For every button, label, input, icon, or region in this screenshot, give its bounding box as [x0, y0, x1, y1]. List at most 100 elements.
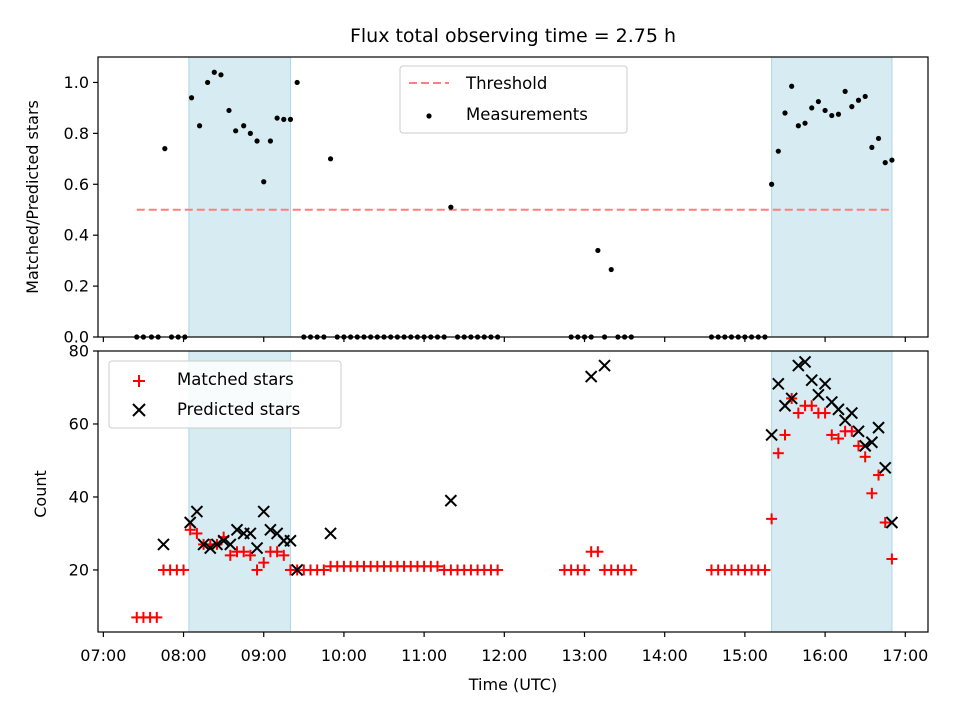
- matched-star-point: [625, 564, 637, 576]
- matched-star-point: [278, 549, 290, 561]
- measurement-point: [267, 138, 274, 144]
- measurement-point: [247, 130, 253, 136]
- measurement-point: [829, 112, 835, 119]
- measurement-point: [241, 123, 247, 129]
- matched-star-point: [879, 517, 891, 529]
- matched-star-point: [766, 513, 778, 525]
- measurement-point: [287, 116, 294, 122]
- predicted-star-point: [798, 355, 812, 369]
- measurement-point: [261, 179, 267, 185]
- measurement-point: [327, 156, 334, 162]
- matched-star-point: [873, 469, 885, 481]
- measurement-point: [869, 144, 875, 150]
- top-y-tick-label: 0.0: [64, 328, 89, 347]
- measurement-point: [809, 105, 815, 111]
- matched-star-point: [772, 447, 784, 459]
- predicted-star-point: [865, 436, 879, 449]
- matched-star-point: [271, 546, 283, 558]
- measurement-point: [218, 72, 224, 78]
- predicted-star-point: [290, 563, 304, 577]
- x-tick-label: 08:00: [160, 646, 206, 665]
- measurement-point: [608, 266, 614, 273]
- legend-threshold-label: Threshold: [465, 74, 547, 93]
- bottom-x-axis: 07:00 08:00 09:00 10:00 11:00 12:00 13:00 14:00…: [80, 632, 928, 665]
- matched-star-point: [318, 564, 330, 576]
- predicted-star-point: [197, 538, 210, 551]
- matched-star-point: [178, 564, 190, 576]
- x-tick-label: 16:00: [802, 646, 848, 665]
- predicted-star-point: [598, 359, 611, 372]
- shaded-interval: [771, 350, 893, 633]
- matched-star-point: [859, 451, 871, 463]
- bottom-legend: Matched stars Predicted stars: [108, 360, 342, 429]
- measurement-point: [822, 107, 828, 114]
- legend-predicted-label: Predicted stars: [177, 400, 300, 419]
- measurement-point: [835, 111, 842, 117]
- chart-title: Flux total observing time = 2.75 h: [350, 25, 676, 47]
- predicted-star-point: [765, 428, 778, 442]
- matched-star-point: [224, 549, 236, 561]
- shaded-interval: [188, 56, 291, 338]
- measurement-point: [448, 204, 454, 210]
- x-tick-label: 09:00: [241, 646, 287, 665]
- top-legend: Threshold Measurements: [399, 65, 628, 134]
- measurement-point: [281, 116, 287, 122]
- measurement-point: [875, 135, 882, 142]
- x-tick-label: 12:00: [481, 646, 527, 665]
- matched-star-point: [832, 433, 844, 445]
- bottom-panel: 20 40 60 80 07:00 08:00 09:00 10:00 11:00 12:00 1…: [31, 342, 929, 694]
- predicted-star-point: [157, 538, 170, 551]
- x-tick-label: 10:00: [321, 646, 367, 665]
- matched-star-point: [792, 407, 804, 419]
- top-y-tick-label: 1.0: [64, 73, 89, 92]
- legend-measurements-label: Measurements: [466, 105, 588, 124]
- measurement-point: [782, 110, 788, 116]
- predicted-star-point: [217, 534, 230, 547]
- top-y-tick-label: 0.8: [64, 124, 89, 143]
- predicted-star-point: [845, 406, 859, 420]
- measurement-point: [226, 107, 232, 114]
- predicted-star-point: [852, 425, 865, 438]
- predicted-star-point: [818, 377, 832, 391]
- measurement-point: [862, 93, 868, 100]
- predicted-star-point: [872, 421, 885, 434]
- measurement-point: [889, 157, 895, 163]
- predicted-star-point: [832, 403, 845, 416]
- matched-star-point: [431, 560, 443, 572]
- measurement-point: [274, 115, 280, 121]
- measurement-point: [815, 98, 822, 105]
- legend-predicted-swatch: [132, 403, 146, 417]
- bottom-y-axis: 20 40 60 80: [69, 342, 98, 579]
- bottom-y-tick-label: 20: [69, 560, 89, 579]
- measurement-point: [802, 120, 808, 126]
- matched-stars-series: [131, 392, 898, 623]
- legend-matched-swatch: [133, 375, 145, 387]
- x-tick-label: 11:00: [401, 646, 447, 665]
- measurement-point: [188, 95, 195, 101]
- matched-star-point: [184, 524, 196, 536]
- predicted-star-point: [444, 494, 458, 507]
- x-tick-label: 14:00: [642, 646, 688, 665]
- predicted-star-point: [224, 538, 237, 551]
- predicted-star-point: [190, 505, 204, 518]
- matched-star-point: [258, 557, 270, 569]
- measurement-point: [849, 104, 855, 110]
- top-y-axis: 0.0 0.2 0.4 0.6 0.8 1.0: [64, 73, 98, 347]
- top-y-tick-label: 0.4: [64, 226, 89, 245]
- x-axis-label: Time (UTC): [468, 675, 557, 694]
- matched-star-point: [819, 407, 831, 419]
- top-y-tick-label: 0.6: [64, 175, 89, 194]
- matched-star-point: [251, 564, 263, 576]
- predicted-star-point: [812, 388, 825, 401]
- matched-star-point: [846, 425, 858, 437]
- measurement-point: [196, 123, 203, 129]
- x-tick-label: 13:00: [561, 646, 607, 665]
- measurement-point: [789, 83, 795, 89]
- measurement-point: [233, 128, 239, 134]
- predicted-star-point: [805, 373, 818, 387]
- matched-star-point: [886, 553, 898, 565]
- legend-measurements-swatch: [426, 113, 432, 119]
- measurement-point: [595, 247, 601, 254]
- legend-matched-label: Matched stars: [177, 370, 294, 389]
- top-panel: 0.0 0.2 0.4 0.6 0.8 1.0 Matched/Predicted sta…: [23, 56, 929, 347]
